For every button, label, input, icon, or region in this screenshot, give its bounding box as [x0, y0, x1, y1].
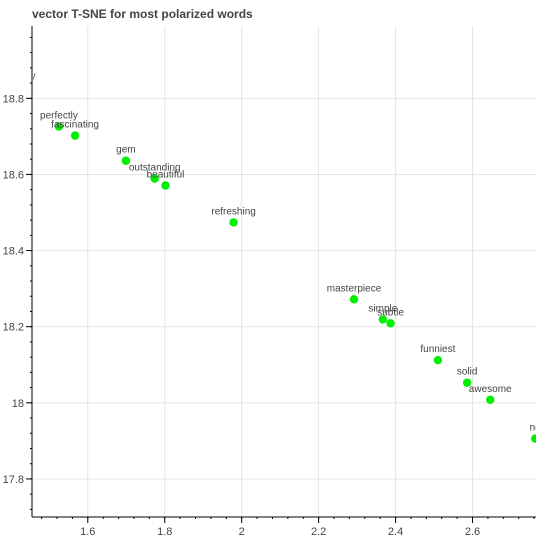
- y-tick-label: 18.4: [3, 246, 24, 258]
- y-tick-label: 18.6: [3, 169, 24, 181]
- x-tick-label: 2: [239, 526, 245, 538]
- y-tick-label: 18: [12, 398, 24, 410]
- point-label: fascinating: [51, 120, 99, 131]
- data-point[interactable]: [486, 396, 494, 404]
- y-tick-label: 17.8: [3, 474, 24, 486]
- point-label: refreshing: [211, 206, 255, 217]
- y-tick-label: 18.2: [3, 322, 24, 334]
- point-label: subtle: [377, 307, 404, 318]
- x-tick-label: 2.4: [388, 526, 403, 538]
- point-label: no: [530, 423, 539, 434]
- x-tick-label: 2.6: [465, 526, 480, 538]
- data-point[interactable]: [161, 181, 169, 189]
- data-point[interactable]: [531, 434, 539, 442]
- data-points-group: allyperfectlyfascinatinggemoutstandingbe…: [21, 71, 539, 443]
- x-tick-label: 2.2: [311, 526, 326, 538]
- point-label: beautiful: [147, 169, 185, 180]
- y-tick-label: 18.8: [3, 93, 24, 105]
- point-label: solid: [457, 367, 478, 378]
- point-label: awesome: [469, 384, 512, 395]
- data-point[interactable]: [386, 319, 394, 327]
- data-point[interactable]: [350, 295, 358, 303]
- point-label: funniest: [420, 344, 455, 355]
- data-point[interactable]: [434, 356, 442, 364]
- point-label: gem: [116, 145, 135, 156]
- point-label: ally: [21, 71, 36, 82]
- data-point[interactable]: [229, 218, 237, 226]
- point-label: masterpiece: [327, 283, 382, 294]
- data-point[interactable]: [71, 131, 79, 139]
- x-tick-label: 1.8: [157, 526, 172, 538]
- x-tick-label: 1.6: [80, 526, 95, 538]
